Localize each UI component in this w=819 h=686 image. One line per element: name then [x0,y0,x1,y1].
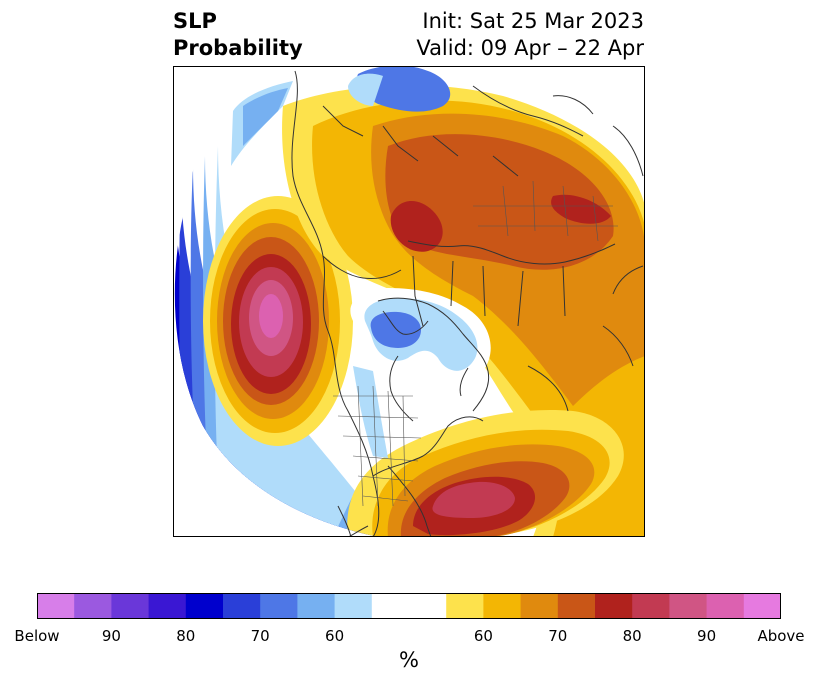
colorbar-cell [260,593,298,619]
title-line-1: SLP [173,9,217,33]
map-frame [173,66,645,537]
colorbar-cell [706,593,745,619]
colorbar-cell [297,593,336,619]
colorbar-cell [669,593,708,619]
map-title: SLP Probability [173,8,303,62]
colorbar-tick-label: 60 [473,627,493,645]
colorbar-cell [557,593,596,619]
coastlines [291,70,644,537]
colorbar-tick-label: 80 [622,627,642,645]
colorbar-cell [37,593,75,619]
colorbar-tick-label: Above [757,627,805,645]
colorbar-tick-label: Below [14,627,60,645]
colorbar-frame [37,593,781,619]
colorbar-cell [595,593,633,619]
colorbar-cells [37,593,781,619]
colorbar-unit: % [399,648,419,672]
colorbar [37,593,781,619]
colorbar-tick-label: 70 [250,627,270,645]
valid-range: Valid: 09 Apr – 22 Apr [416,36,644,60]
probability-field [174,66,645,537]
colorbar-tick-label: 80 [176,627,196,645]
colorbar-tick-label: 60 [325,627,345,645]
borders [333,180,618,507]
colorbar-cell [371,593,410,619]
colorbar-cell [185,593,224,619]
colorbar-cell [74,593,112,619]
colorbar-tick-label: 90 [697,627,717,645]
colorbar-cell [632,593,670,619]
colorbar-cell [111,593,150,619]
colorbar-tick-label: 70 [548,627,568,645]
colorbar-cell [334,593,373,619]
colorbar-cell [223,593,261,619]
colorbar-cell [446,593,484,619]
probability-map [173,66,645,537]
colorbar-cell [409,593,447,619]
title-line-2: Probability [173,36,303,60]
colorbar-cell [148,593,187,619]
colorbar-cell [483,593,522,619]
date-info: Init: Sat 25 Mar 2023 Valid: 09 Apr – 22… [416,8,644,62]
colorbar-cell [743,593,781,619]
colorbar-tick-label: 90 [101,627,121,645]
colorbar-cell [520,593,559,619]
init-date: Init: Sat 25 Mar 2023 [422,9,644,33]
